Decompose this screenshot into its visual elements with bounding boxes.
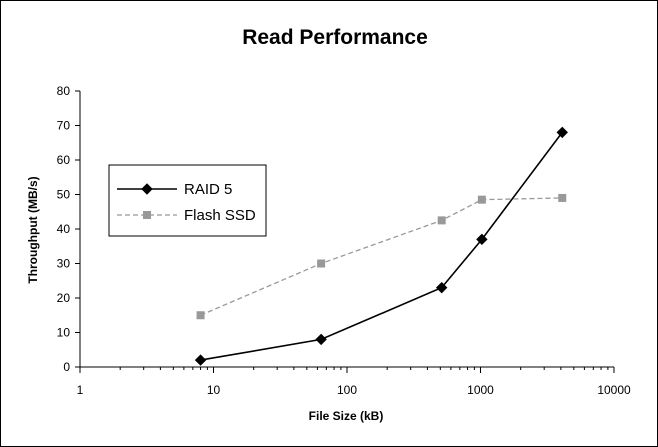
data-point-raid-5 bbox=[476, 233, 488, 246]
x-tick-label: 10000 bbox=[597, 383, 631, 397]
legend-box bbox=[108, 164, 267, 237]
legend: RAID 5 Flash SSD bbox=[108, 164, 267, 237]
legend-label-raid-5: RAID 5 bbox=[184, 181, 232, 198]
x-tick-label: 10 bbox=[207, 383, 221, 397]
x-tick-label: 1000 bbox=[467, 383, 494, 397]
y-axis-title: Throughput (MB/s) bbox=[26, 176, 40, 283]
data-point-flash-ssd bbox=[317, 259, 326, 268]
y-tick-label: 30 bbox=[57, 257, 71, 271]
data-point-flash-ssd bbox=[437, 216, 446, 225]
y-tick-label: 10 bbox=[57, 326, 71, 340]
legend-marker-raid-5 bbox=[141, 183, 153, 195]
x-axis-title: File Size (kB) bbox=[309, 409, 384, 423]
chart-title: Read Performance bbox=[242, 26, 428, 49]
y-tick-label: 80 bbox=[57, 84, 71, 98]
y-tick-label: 70 bbox=[57, 119, 71, 133]
legend-marker-flash-ssd bbox=[143, 211, 151, 219]
legend-label-flash-ssd: Flash SSD bbox=[184, 207, 256, 224]
y-tick-label: 40 bbox=[57, 222, 71, 236]
data-point-raid-5 bbox=[194, 354, 207, 366]
x-tick-label: 100 bbox=[337, 383, 357, 397]
y-tick-label: 60 bbox=[57, 153, 71, 167]
data-point-flash-ssd bbox=[477, 195, 486, 204]
x-tick-label: 1 bbox=[77, 383, 84, 397]
y-tick-label: 20 bbox=[57, 291, 71, 305]
data-point-raid-5 bbox=[435, 281, 448, 294]
data-point-flash-ssd bbox=[196, 311, 205, 320]
data-point-flash-ssd bbox=[558, 193, 567, 202]
data-point-raid-5 bbox=[556, 126, 568, 139]
y-tick-label: 50 bbox=[57, 188, 71, 202]
data-point-raid-5 bbox=[315, 333, 327, 346]
y-tick-label: 0 bbox=[63, 360, 70, 374]
